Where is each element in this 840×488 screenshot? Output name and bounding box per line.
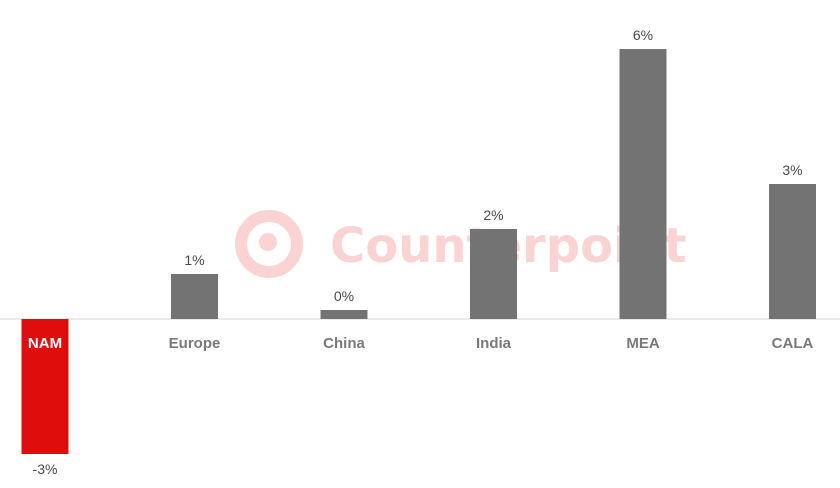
bar-mea (619, 49, 667, 319)
watermark-logo-dot (259, 233, 277, 251)
category-label-china: China (323, 335, 365, 352)
bars-group (21, 49, 816, 454)
data-label-mea: 6% (633, 27, 653, 43)
bar-india (470, 229, 517, 319)
data-label-nam: -3% (33, 461, 58, 477)
category-label-mea: MEA (626, 335, 660, 352)
bar-nam (21, 319, 69, 454)
labels-group: -3% NAM 1% Europe 0% China 2% India 6% MEA 3% CALA (28, 27, 814, 477)
category-label-europe: Europe (169, 335, 221, 352)
category-label-cala: CALA (772, 335, 814, 352)
bar-china (320, 310, 368, 319)
data-label-india: 2% (483, 207, 503, 223)
data-label-cala: 3% (782, 162, 802, 178)
bar-cala (769, 184, 816, 319)
category-label-nam: NAM (28, 335, 62, 352)
watermark-logo-ring (235, 210, 303, 278)
data-label-china: 0% (334, 288, 354, 304)
category-label-india: India (476, 335, 512, 352)
data-label-europe: 1% (184, 252, 204, 268)
bar-europe (171, 274, 218, 319)
